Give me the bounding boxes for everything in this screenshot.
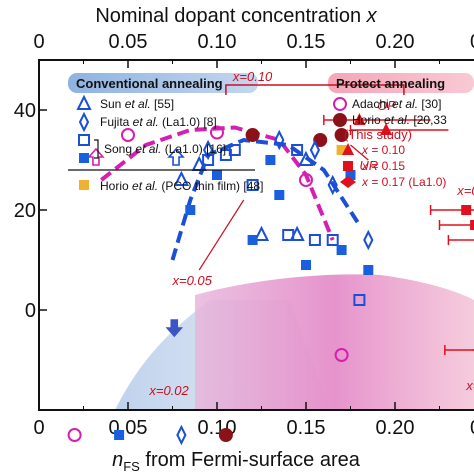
open-diamond-blue-marker xyxy=(327,174,338,196)
filled-triangle-red-marker xyxy=(342,143,354,155)
open-circle-magenta-marker xyxy=(121,128,135,142)
open-diamond-blue-marker xyxy=(176,424,187,446)
open-diamond-blue-marker xyxy=(202,139,214,161)
x-tick-label: 0.15 xyxy=(287,417,326,439)
top-tick-label: 0.2 xyxy=(470,31,474,53)
legend-entry-label: x = 0.10 xyxy=(361,143,405,157)
open-diamond-blue-marker xyxy=(78,111,90,133)
open-circle-magenta-marker xyxy=(299,173,313,187)
annotation-label: x= xyxy=(465,378,474,393)
filled-circle-darkred-marker xyxy=(333,113,347,127)
legend-protect-title: Protect annealing xyxy=(336,76,445,91)
open-diamond-blue-marker xyxy=(363,229,374,251)
filled-square-blue-marker xyxy=(265,155,276,165)
up-arrow-icon xyxy=(87,147,105,166)
filled-triangle-red-marker xyxy=(380,123,393,135)
open-square-blue-marker xyxy=(291,144,304,156)
filled-square-blue-marker xyxy=(301,260,311,270)
filled-square-blue-marker xyxy=(345,170,356,180)
open-triangle-blue-marker xyxy=(76,94,92,110)
filled-diamond-red-marker xyxy=(340,176,356,188)
filled-square-orange-marker xyxy=(336,145,347,155)
open-triangle-blue-marker xyxy=(253,225,270,241)
legend-protect-header xyxy=(328,73,474,93)
trend-line xyxy=(170,137,362,261)
annotation-label: UR xyxy=(359,158,378,173)
filled-square-orange-marker xyxy=(79,180,89,190)
legend-entry-label: Adachi et al. [30] xyxy=(352,97,441,111)
filled-square-red-marker xyxy=(461,205,472,215)
y-tick-label: 40 xyxy=(14,100,36,122)
open-diamond-blue-marker xyxy=(274,129,285,151)
bracket-x010 xyxy=(225,84,405,95)
x-axis-title: nFS from Fermi-surface area xyxy=(112,449,361,474)
x-tick-label: 0 xyxy=(33,417,44,439)
x-tick-label: 0.20 xyxy=(376,417,415,439)
open-square-blue-marker xyxy=(246,179,259,191)
legend-entry-label: Horio et al. (PCO thin film) [48] xyxy=(100,179,263,193)
annotation-label: OP xyxy=(377,98,396,113)
filled-square-blue-marker xyxy=(185,205,196,215)
filled-square-red-marker xyxy=(470,220,474,230)
up-arrow-icon xyxy=(167,147,185,166)
legend-conventional-header xyxy=(68,73,258,93)
open-circle-magenta-marker xyxy=(333,97,347,111)
filled-square-blue-marker xyxy=(247,235,258,245)
top-tick-label: 0.20 xyxy=(376,31,415,53)
filled-circle-darkred-marker xyxy=(334,128,349,142)
open-square-blue-marker xyxy=(326,234,339,246)
open-square-blue-marker xyxy=(308,234,321,246)
top-tick-label: 0 xyxy=(33,31,44,53)
legend-entry-label: Fujita et al. (La1.0) [8] xyxy=(100,115,217,129)
filled-circle-darkred-marker xyxy=(245,128,260,142)
annotation-label: x=0.05 xyxy=(172,273,213,288)
open-square-blue-marker xyxy=(353,294,366,306)
annotation-label: x=0.10 xyxy=(232,69,273,84)
open-circle-magenta-marker xyxy=(334,348,349,362)
filled-square-blue-marker xyxy=(274,190,285,200)
legend-entry-label: x = 0.17 (La1.0) xyxy=(361,175,446,189)
open-diamond-blue-marker xyxy=(309,139,321,161)
open-triangle-blue-marker xyxy=(173,170,190,186)
legend-entry-label: Sun et al. [55] xyxy=(100,97,174,111)
top-tick-label: 0.10 xyxy=(198,31,237,53)
annotation-arrow xyxy=(350,144,369,161)
filled-square-blue-marker xyxy=(336,245,347,255)
legend-this-study: (This study) xyxy=(344,127,412,142)
top-tick-label: 0.15 xyxy=(287,31,326,53)
top-tick-label: 0.05 xyxy=(109,31,148,53)
y-tick-label: 0 xyxy=(25,300,36,322)
filled-square-red-marker xyxy=(343,161,353,171)
annotation-label: x=0.02 xyxy=(148,383,189,398)
legend-entry-label: Horio et al. [20,33 xyxy=(352,113,447,127)
legend-entry-label: Song et al. (La1.0) [16] xyxy=(104,142,226,156)
open-circle-magenta-marker xyxy=(210,125,224,140)
open-square-blue-marker xyxy=(282,229,295,241)
filled-circle-darkred-marker xyxy=(218,428,233,442)
open-square-blue-marker xyxy=(78,134,90,146)
down-arrow-icon xyxy=(165,319,184,338)
filled-square-blue-marker xyxy=(114,430,125,440)
filled-square-blue-marker xyxy=(79,153,89,163)
annotation-label: x=0.1 xyxy=(456,183,474,198)
open-triangle-blue-marker xyxy=(298,150,314,166)
protect-region xyxy=(195,274,474,410)
filled-square-blue-marker xyxy=(212,170,222,180)
top-axis-title: Nominal dopant concentration x xyxy=(95,5,377,27)
filled-square-blue-marker xyxy=(363,265,374,275)
filled-triangle-red-marker xyxy=(353,113,366,125)
open-circle-magenta-marker xyxy=(67,428,82,442)
legend-conventional-title: Conventional annealing xyxy=(76,76,223,91)
legend-entry-label: x = 0.15 xyxy=(361,159,405,173)
legend-bracket xyxy=(94,139,99,159)
x-tick-label: 0.2 xyxy=(470,417,474,439)
open-square-blue-marker xyxy=(202,154,215,166)
open-square-blue-marker xyxy=(228,144,241,156)
annotation-arrow xyxy=(198,199,245,271)
y-tick-label: 20 xyxy=(14,200,36,222)
